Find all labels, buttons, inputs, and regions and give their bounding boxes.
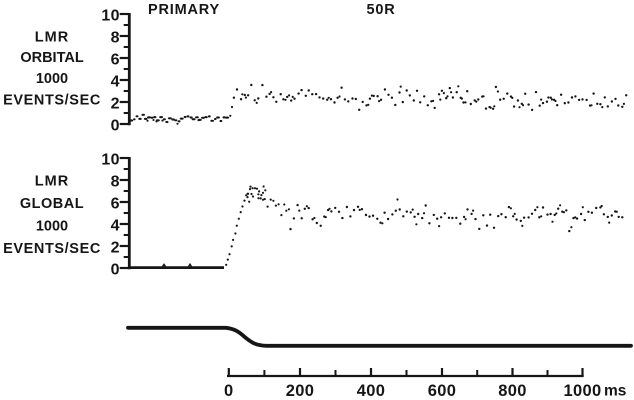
svg-text:50R: 50R bbox=[367, 2, 396, 18]
svg-text:4: 4 bbox=[111, 73, 120, 90]
svg-text:1000: 1000 bbox=[36, 71, 68, 87]
svg-text:ORBITAL: ORBITAL bbox=[20, 50, 84, 66]
svg-text:0: 0 bbox=[111, 261, 120, 278]
svg-text:8: 8 bbox=[111, 29, 120, 46]
svg-text:10: 10 bbox=[101, 151, 119, 168]
svg-text:ms: ms bbox=[604, 383, 626, 400]
svg-text:0: 0 bbox=[111, 117, 120, 134]
svg-text:EVENTS/SEC: EVENTS/SEC bbox=[3, 93, 101, 109]
svg-text:2: 2 bbox=[111, 239, 120, 256]
svg-text:10: 10 bbox=[101, 7, 119, 24]
svg-text:400: 400 bbox=[357, 382, 385, 400]
svg-text:1000: 1000 bbox=[36, 218, 68, 234]
svg-text:200: 200 bbox=[286, 382, 314, 400]
svg-text:PRIMARY: PRIMARY bbox=[148, 2, 220, 18]
svg-text:0: 0 bbox=[224, 382, 233, 400]
svg-text:LMR: LMR bbox=[35, 29, 69, 45]
svg-text:LMR: LMR bbox=[35, 173, 69, 189]
svg-text:8: 8 bbox=[111, 173, 120, 190]
svg-text:EVENTS/SEC: EVENTS/SEC bbox=[3, 241, 101, 257]
svg-text:800: 800 bbox=[498, 382, 526, 400]
svg-text:6: 6 bbox=[111, 51, 120, 68]
svg-text:1000: 1000 bbox=[564, 382, 602, 400]
svg-text:6: 6 bbox=[111, 195, 120, 212]
svg-text:4: 4 bbox=[111, 217, 120, 234]
svg-text:GLOBAL: GLOBAL bbox=[20, 196, 84, 212]
svg-text:600: 600 bbox=[428, 382, 456, 400]
svg-text:2: 2 bbox=[111, 95, 120, 112]
